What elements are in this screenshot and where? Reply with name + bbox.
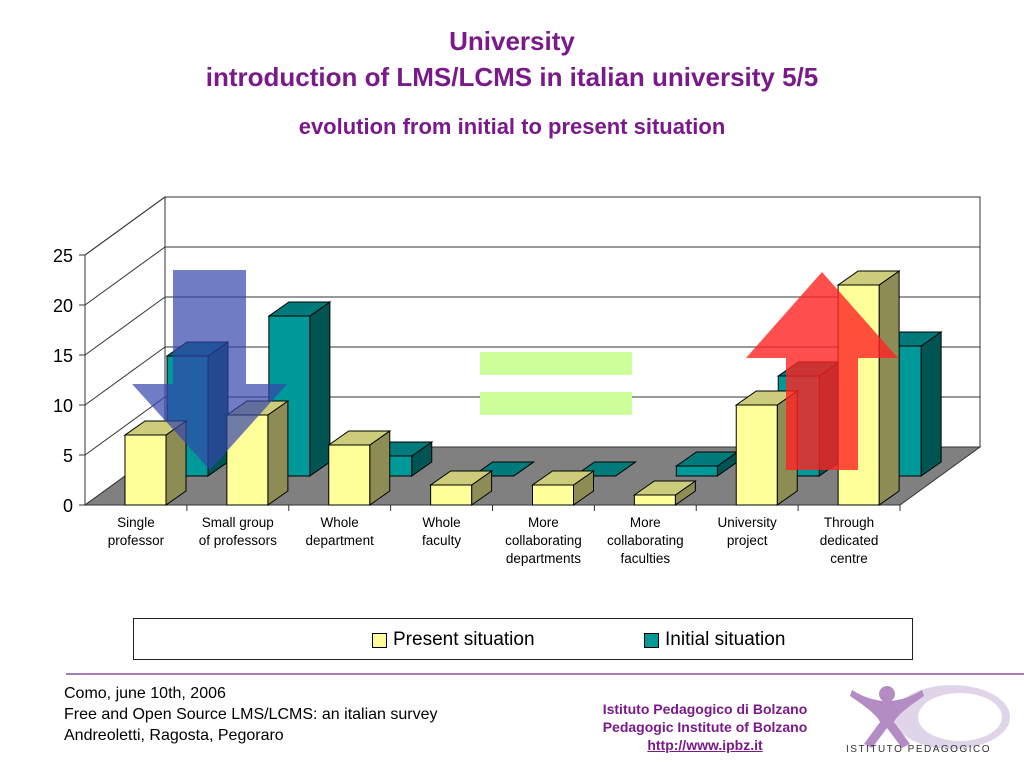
gridline-side <box>84 296 166 356</box>
logo-text: ISTITUTO PEDAGOGICO <box>846 744 991 755</box>
bar-present <box>633 494 676 506</box>
legend-swatch-initial <box>644 632 659 648</box>
x-tick-label: Whole faculty <box>422 515 461 548</box>
bar-present <box>328 444 371 506</box>
x-tick-label: Through dedicated centre <box>820 515 879 566</box>
institute-name-en: Pedagogic Institute of Bolzano <box>602 719 808 735</box>
slide-subtitle: evolution from initial to present situat… <box>298 114 726 139</box>
legend-label-present: Present situation <box>393 629 535 650</box>
institute-link[interactable]: http://www.ipbz.it <box>647 737 763 753</box>
bar-present <box>532 484 574 506</box>
legend-swatch-present <box>372 632 387 648</box>
x-tick-label: University project <box>718 515 778 548</box>
bar-initial-side <box>920 331 942 477</box>
bar-present-side <box>878 270 900 506</box>
y-tick-label: 20 <box>53 296 73 316</box>
footer-event: Free and Open Source LMS/LCMS: an italia… <box>64 706 438 723</box>
bar-present-side <box>267 400 289 506</box>
x-tick-label: More collaborating faculties <box>607 515 684 566</box>
gridline-side <box>84 246 166 306</box>
footer-authors: Andreoletti, Ragosta, Pegoraro <box>64 727 284 744</box>
x-tick-label: Single professor <box>108 515 165 548</box>
legend-item-present: Present situation <box>372 629 535 651</box>
legend-label-initial: Initial situation <box>665 629 786 650</box>
equal-sign-bar-top <box>480 352 632 375</box>
y-tick-label: 15 <box>53 346 73 366</box>
gridline-side <box>84 196 166 256</box>
chart-legend: Present situation Initial situation <box>133 618 913 660</box>
slide-title-line2: introduction of LMS/LCMS in italian univ… <box>205 62 819 92</box>
institute-name-it: Istituto Pedagogico di Bolzano <box>602 701 808 717</box>
up-arrow-icon <box>746 272 898 470</box>
bar-chart: 0 5 10 15 20 25 Single professor Small group of p… <box>53 196 982 566</box>
x-tick-label: More collaborating departments <box>505 515 582 566</box>
y-tick-label: 10 <box>53 396 73 416</box>
bar-present <box>430 484 473 506</box>
y-tick-label: 0 <box>63 496 73 516</box>
bar-present <box>124 434 167 506</box>
bar-present <box>735 404 778 506</box>
x-tick-label: Small group of professors <box>199 515 277 548</box>
equal-sign-bar-bottom <box>480 392 632 415</box>
footer-date: Como, june 10th, 2006 <box>64 685 226 702</box>
footer-info: Como, june 10th, 2006 Free and Open Sour… <box>64 683 438 746</box>
y-tick-label: 25 <box>53 246 73 266</box>
footer-divider <box>66 673 1024 675</box>
x-tick-label: Whole department <box>306 515 375 548</box>
legend-item-initial: Initial situation <box>644 629 785 651</box>
gridline-side <box>84 396 166 456</box>
institute-logo-icon <box>850 685 1010 749</box>
bar-initial-side <box>309 301 331 477</box>
y-tick-label: 5 <box>63 446 73 466</box>
bar-initial <box>675 465 718 477</box>
gridline-side <box>84 346 166 406</box>
down-arrow-icon <box>132 270 287 470</box>
slide-title: University <box>449 26 575 56</box>
institute-info: Istituto Pedagogico di Bolzano Pedagogic… <box>560 700 850 754</box>
